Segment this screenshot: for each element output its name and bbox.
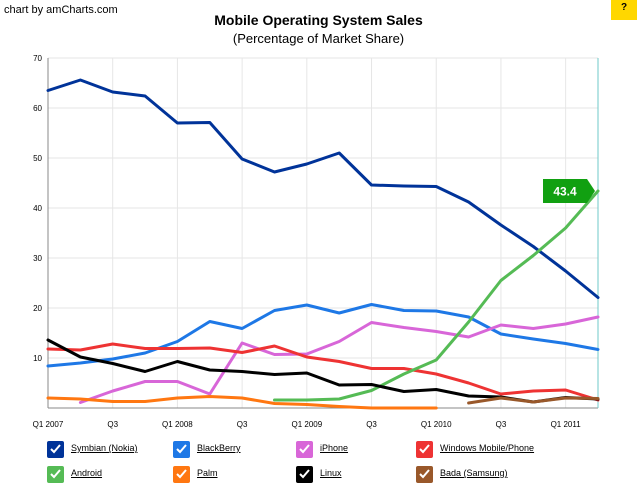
y-tick-label: 10	[33, 354, 42, 363]
legend-label[interactable]: Windows Mobile/Phone	[440, 443, 535, 453]
series-line-palm[interactable]	[46, 395, 438, 410]
legend-checkbox[interactable]	[173, 466, 190, 483]
y-tick-label: 40	[33, 204, 42, 213]
legend-label[interactable]: BlackBerry	[197, 443, 241, 453]
x-tick-label: Q1 2010	[421, 420, 452, 429]
value-callout-label: 43.4	[553, 185, 577, 199]
x-tick-label: Q1 2009	[291, 420, 322, 429]
chart-plot: 10 20 30 40 50 60 70 Q1 2007 Q3 Q1 2008 Q3 Q1 2009 Q…	[33, 54, 600, 429]
series-line-symbian-nokia[interactable]	[46, 78, 600, 299]
help-button[interactable]: ?	[611, 0, 637, 20]
legend-checkbox[interactable]	[416, 466, 433, 483]
chart-title: Mobile Operating System Sales	[214, 12, 423, 28]
series-line-android[interactable]	[273, 189, 600, 402]
y-tick-label: 70	[33, 54, 42, 63]
legend-label[interactable]: Palm	[197, 468, 218, 478]
legend-checkbox[interactable]	[416, 441, 433, 458]
check-icon	[176, 469, 187, 479]
y-tick-label: 60	[33, 104, 42, 113]
y-tick-label: 20	[33, 304, 42, 313]
legend-checkbox[interactable]	[47, 441, 64, 458]
x-tick-label: Q3	[366, 420, 377, 429]
y-tick-label: 50	[33, 154, 42, 163]
value-callout	[543, 179, 595, 203]
legend-checkbox[interactable]	[296, 466, 313, 483]
x-tick-label: Q1 2007	[33, 420, 64, 429]
legend-label[interactable]: Android	[71, 468, 103, 478]
legend-label[interactable]: Symbian (Nokia)	[71, 443, 138, 453]
check-icon	[50, 444, 61, 454]
legend-checkbox[interactable]	[47, 466, 64, 483]
series-line-bada-samsung[interactable]	[467, 396, 600, 405]
plot-area	[48, 58, 598, 408]
x-tick-label: Q1 2011	[551, 420, 582, 429]
check-icon	[299, 444, 310, 454]
legend-checkbox[interactable]	[296, 441, 313, 458]
series-line-windows-mobile-phone[interactable]	[46, 342, 600, 402]
y-tick-label: 30	[33, 254, 42, 263]
legend-label[interactable]: Linux	[320, 468, 342, 478]
legend-label[interactable]: Bada (Samsung)	[440, 468, 508, 478]
check-icon	[299, 469, 310, 479]
x-tick-label: Q1 2008	[162, 420, 193, 429]
legend-label[interactable]: iPhone	[320, 443, 349, 453]
check-icon	[176, 444, 187, 454]
series-line-iphone[interactable]	[78, 315, 600, 404]
legend-checkbox[interactable]	[173, 441, 190, 458]
check-icon	[419, 469, 430, 479]
chart-credit[interactable]: chart by amCharts.com	[4, 4, 118, 16]
x-tick-label: Q3	[237, 420, 248, 429]
chart-subtitle: (Percentage of Market Share)	[232, 31, 405, 46]
check-icon	[50, 469, 61, 479]
check-icon	[419, 444, 430, 454]
x-tick-label: Q3	[496, 420, 507, 429]
series-line-blackberry[interactable]	[46, 303, 600, 368]
x-tick-label: Q3	[107, 420, 118, 429]
